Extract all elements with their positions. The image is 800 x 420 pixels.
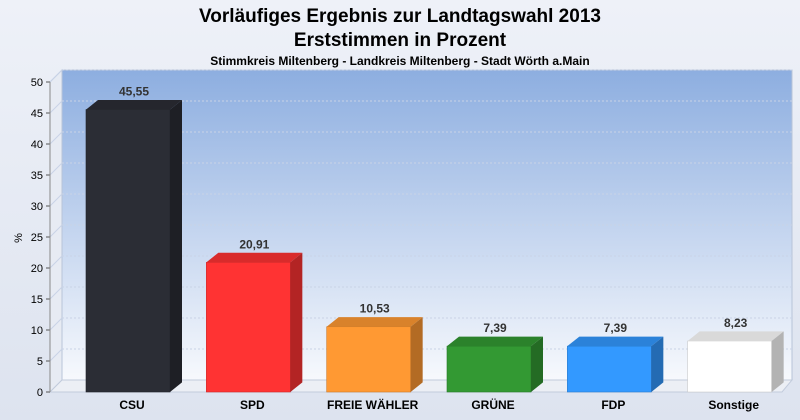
y-tick-label: 20 [31, 263, 43, 275]
chart-subsubtitle: Stimmkreis Miltenberg - Landkreis Milten… [210, 54, 589, 68]
bar-5 [687, 340, 772, 393]
bar-0 [85, 109, 171, 393]
x-tick-label: GRÜNE [471, 397, 514, 412]
bar-top-0 [86, 99, 182, 110]
bar-value-label: 8,23 [724, 316, 748, 330]
bar-3 [446, 345, 532, 393]
bar-side-3 [531, 336, 543, 392]
chart-subtitle: Erststimmen in Prozent [294, 30, 507, 51]
bar-side-5 [771, 331, 784, 392]
bar-1 [206, 262, 291, 393]
x-tick-label: FREIE WÄHLER [327, 397, 419, 412]
x-tick-label: Sonstige [708, 398, 759, 412]
y-tick-label: 25 [31, 232, 43, 244]
y-tick-label: 15 [31, 294, 43, 306]
y-tick-label: 45 [31, 108, 43, 120]
bar-value-label: 7,39 [604, 321, 628, 335]
bar-value-label: 20,91 [239, 237, 269, 251]
y-tick-label: 50 [31, 77, 43, 89]
y-gridline-side [49, 100, 63, 114]
y-gridline-side [49, 193, 63, 207]
y-gridline-side [49, 224, 63, 238]
y-tick-label: 5 [37, 356, 43, 368]
y-gridline-side [49, 348, 63, 362]
y-tick-label: 40 [31, 139, 43, 151]
y-tick-label: 30 [31, 201, 43, 213]
y-gridline-side [49, 131, 63, 145]
bar-side-1 [290, 252, 303, 392]
bar-4 [567, 345, 652, 393]
y-gridline-side [49, 286, 63, 300]
plot-area: 0 5 10 15 20 25 30 35 40 45 50 45,55 CSU 20,91 SPD 10,5… [31, 68, 794, 412]
bar-top-2 [326, 317, 423, 327]
bar-side-2 [410, 317, 423, 392]
x-tick-label: SPD [240, 398, 265, 412]
y-gridline-side [49, 69, 63, 83]
bar-value-label: 7,39 [483, 321, 507, 335]
y-gridline-side [49, 255, 63, 269]
bar-value-label: 10,53 [360, 302, 390, 316]
y-tick-label: 35 [31, 170, 43, 182]
x-tick-label: CSU [119, 398, 144, 412]
bar-side-4 [651, 336, 664, 392]
y-tick-label: 0 [37, 387, 43, 399]
y-tick-label: 10 [31, 325, 43, 337]
y-axis-label: % [13, 233, 25, 243]
bar-side-0 [170, 99, 182, 393]
bar-2 [326, 326, 411, 393]
bar-top-1 [206, 252, 303, 263]
bar-top-5 [687, 331, 784, 341]
bar-value-label: 45,55 [119, 85, 149, 99]
bar-top-3 [447, 336, 543, 347]
y-gridline-side [49, 317, 63, 331]
chart-title: Vorläufiges Ergebnis zur Landtagswahl 20… [199, 6, 601, 27]
x-tick-label: FDP [601, 398, 625, 412]
bar-top-4 [567, 336, 664, 347]
y-gridline-side [49, 162, 63, 176]
